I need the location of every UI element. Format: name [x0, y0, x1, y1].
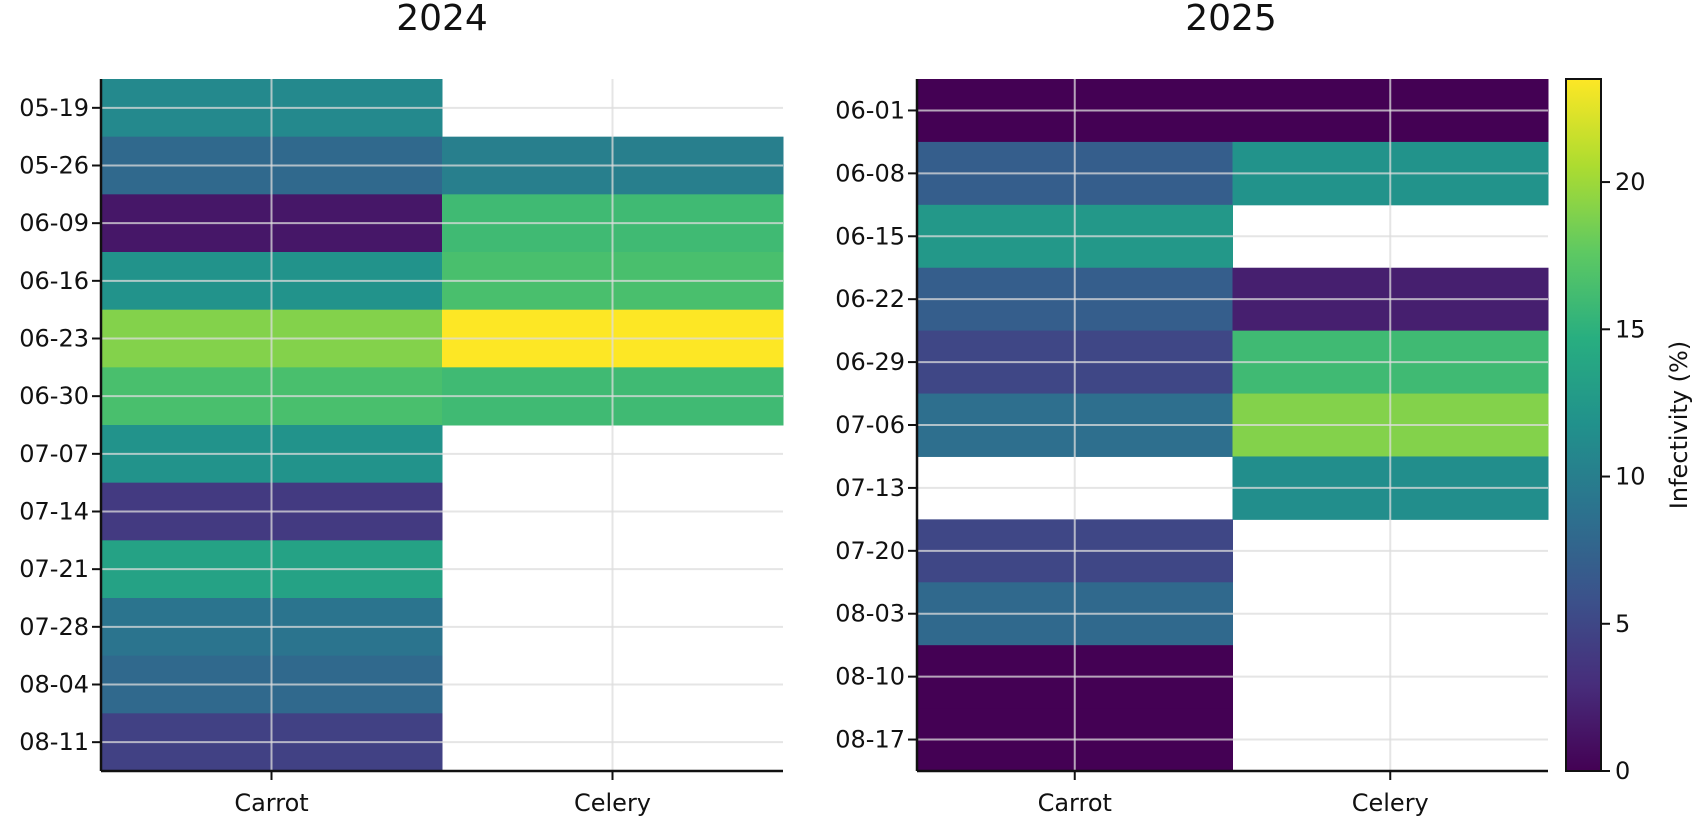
y-tick-label: 06-22 [835, 285, 905, 313]
y-tick-label: 05-19 [19, 94, 89, 122]
colorbar-gradient [1565, 78, 1602, 772]
y-tick-label: 07-06 [835, 411, 905, 439]
colorbar-tick-label: 20 [1615, 168, 1646, 196]
axes-2025: 06-01 06-08 06-15 06-22 06-29 07-06 07-13 07-20… [835, 79, 1548, 817]
cells-2024 [101, 79, 784, 772]
heatmap-2024: 2024 05-19 05-26 06-09 06-16 06-23 06-30 07-07… [19, 0, 784, 817]
x-tick-label-carrot: Carrot [1038, 789, 1112, 817]
colorbar-tick-label: 15 [1615, 315, 1646, 343]
gridlines-2025 [917, 79, 1548, 771]
y-tick-label: 06-01 [835, 96, 905, 124]
y-tick-label: 07-07 [19, 440, 89, 468]
x-tick-label-carrot: Carrot [234, 789, 308, 817]
colorbar: 0 5 10 15 20 Infectivity (%) [1565, 78, 1693, 785]
y-tick-label: 07-14 [19, 498, 89, 526]
y-tick-label: 06-23 [19, 325, 89, 353]
y-tick-label: 08-11 [19, 728, 89, 756]
colorbar-tick-label: 5 [1615, 610, 1630, 638]
y-tick-label: 05-26 [19, 152, 89, 180]
y-tick-label: 07-21 [19, 555, 89, 583]
chart-title-2024: 2024 [396, 0, 488, 39]
heatmap-2025: 2025 06-01 06-08 06-15 06-22 06-29 07-06 07-13… [835, 0, 1549, 817]
chart-title-2025: 2025 [1185, 0, 1277, 39]
y-tick-label: 06-09 [19, 209, 89, 237]
colorbar-ticks: 0 5 10 15 20 [1601, 168, 1646, 785]
y-tick-label: 08-10 [835, 663, 905, 691]
y-tick-label: 07-13 [835, 474, 905, 502]
y-tick-label: 07-20 [835, 537, 905, 565]
colorbar-label: Infectivity (%) [1665, 341, 1693, 509]
gridlines-2024 [101, 79, 783, 771]
x-tick-label-celery: Celery [574, 789, 651, 817]
y-tick-label: 07-28 [19, 613, 89, 641]
y-tick-label: 08-03 [835, 600, 905, 628]
colorbar-tick-label: 10 [1615, 463, 1646, 491]
axes-2024: 05-19 05-26 06-09 06-16 06-23 06-30 07-07 07-14… [19, 79, 783, 817]
y-tick-label: 06-08 [835, 159, 905, 187]
y-tick-label: 06-29 [835, 348, 905, 376]
y-tick-label: 06-16 [19, 267, 89, 295]
y-tick-label: 06-15 [835, 222, 905, 250]
y-tick-label: 08-04 [19, 671, 89, 699]
x-tick-label-celery: Celery [1352, 789, 1429, 817]
y-tick-label: 06-30 [19, 382, 89, 410]
y-tick-label: 08-17 [835, 726, 905, 754]
colorbar-tick-label: 0 [1615, 757, 1630, 785]
